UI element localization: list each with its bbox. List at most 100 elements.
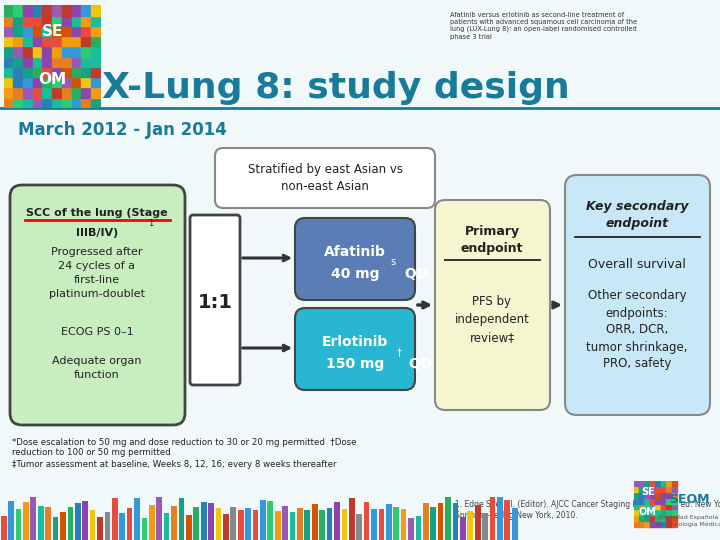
Bar — [62, 16, 72, 26]
Bar — [4, 67, 14, 77]
Text: SCC of the lung (Stage: SCC of the lung (Stage — [26, 208, 168, 218]
Bar — [634, 521, 639, 526]
Bar — [72, 16, 81, 26]
Bar — [661, 515, 666, 521]
Bar — [90, 510, 96, 540]
Bar — [4, 36, 14, 46]
Bar — [327, 508, 333, 540]
Bar — [72, 57, 81, 67]
Text: Sociedad Española
de Oncología Médica: Sociedad Española de Oncología Médica — [656, 515, 720, 527]
Bar — [312, 504, 318, 540]
Bar — [666, 521, 672, 526]
Bar — [634, 509, 639, 515]
Bar — [81, 36, 91, 46]
Bar — [238, 510, 243, 540]
Bar — [142, 517, 148, 540]
Text: ECOG PS 0–1: ECOG PS 0–1 — [60, 327, 133, 337]
Bar — [253, 510, 258, 540]
Bar — [33, 57, 42, 67]
Bar — [4, 98, 14, 108]
Bar — [639, 515, 644, 521]
Bar — [42, 16, 53, 26]
Bar — [666, 515, 672, 521]
Bar — [655, 492, 661, 498]
Bar — [81, 98, 91, 108]
Bar — [341, 509, 347, 540]
Bar — [23, 26, 33, 36]
Text: ‡Tumor assessment at baseline, Weeks 8, 12, 16; every 8 weeks thereafter: ‡Tumor assessment at baseline, Weeks 8, … — [12, 460, 336, 469]
Bar — [356, 514, 362, 540]
Text: Key secondary
endpoint: Key secondary endpoint — [586, 200, 688, 230]
Bar — [81, 16, 91, 26]
Bar — [62, 5, 72, 16]
Bar — [215, 508, 221, 540]
Bar — [23, 87, 33, 98]
Bar — [639, 521, 644, 526]
Bar — [474, 505, 480, 540]
Bar — [91, 36, 101, 46]
Bar — [156, 497, 162, 540]
Bar — [62, 87, 72, 98]
Bar — [644, 503, 650, 509]
Bar — [661, 481, 666, 487]
Bar — [97, 517, 103, 540]
Bar — [91, 77, 101, 87]
Bar — [53, 46, 62, 57]
Bar — [401, 509, 407, 540]
Text: Overall survival: Overall survival — [588, 259, 686, 272]
Bar — [33, 36, 42, 46]
Bar — [655, 521, 661, 526]
Bar — [672, 503, 678, 509]
Bar — [91, 57, 101, 67]
Bar — [53, 57, 62, 67]
Bar — [81, 46, 91, 57]
Bar — [634, 492, 639, 498]
Text: QD: QD — [400, 267, 428, 281]
Bar — [650, 498, 655, 503]
Bar — [23, 77, 33, 87]
Bar — [62, 46, 72, 57]
Bar — [53, 98, 62, 108]
Bar — [72, 5, 81, 16]
Bar — [666, 492, 672, 498]
Bar — [634, 481, 639, 487]
Bar — [634, 498, 639, 503]
Text: LUX-Lung 8: study design: LUX-Lung 8: study design — [50, 71, 570, 105]
Bar — [53, 517, 58, 540]
Bar — [393, 507, 399, 540]
Bar — [364, 502, 369, 540]
Bar — [655, 515, 661, 521]
Bar — [650, 515, 655, 521]
Bar — [91, 67, 101, 77]
Bar — [644, 515, 650, 521]
Bar — [460, 517, 466, 540]
Bar — [33, 46, 42, 57]
Bar — [81, 87, 91, 98]
Bar — [672, 521, 678, 526]
Bar — [91, 98, 101, 108]
Bar — [379, 509, 384, 540]
Bar — [655, 509, 661, 515]
Bar — [655, 503, 661, 509]
Bar — [14, 36, 23, 46]
Bar — [334, 502, 340, 540]
Bar — [72, 26, 81, 36]
Bar — [14, 67, 23, 77]
Bar — [661, 492, 666, 498]
Text: Progressed after
24 cycles of a
first-line
platinum-doublet: Progressed after 24 cycles of a first-li… — [49, 247, 145, 299]
Bar — [438, 503, 444, 540]
Bar — [42, 57, 53, 67]
Bar — [490, 497, 495, 540]
Bar — [149, 505, 155, 540]
Bar — [23, 5, 33, 16]
Bar — [75, 503, 81, 540]
Bar — [666, 503, 672, 509]
Bar — [275, 511, 281, 540]
Text: s: s — [390, 257, 395, 267]
Bar — [661, 521, 666, 526]
Text: OM: OM — [639, 507, 657, 517]
Bar — [120, 514, 125, 540]
Bar — [644, 521, 650, 526]
Bar — [42, 87, 53, 98]
Bar — [408, 518, 414, 540]
